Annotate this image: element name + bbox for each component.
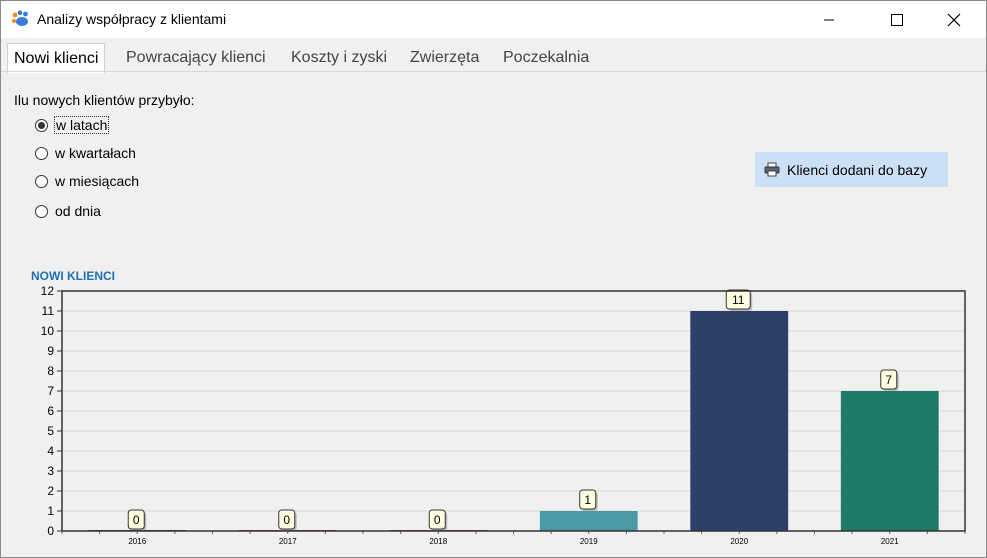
data-label: 0	[283, 513, 290, 527]
y-tick-label: 8	[47, 364, 54, 378]
paw-app-icon	[12, 10, 28, 26]
radio-label: w miesiącach	[55, 173, 140, 189]
y-tick-label: 10	[41, 324, 55, 338]
radio-checked-icon[interactable]	[35, 118, 48, 132]
x-tick-label: 2016	[128, 537, 146, 546]
data-label-box	[725, 289, 751, 310]
bar-2019	[539, 511, 638, 531]
radio-label: od dnia	[55, 203, 101, 219]
y-tick-label: 9	[47, 344, 54, 358]
y-tick-label: 2	[47, 484, 54, 498]
tab-zwierzeta[interactable]: Zwierzęta	[410, 49, 480, 66]
y-tick-label: 3	[47, 464, 54, 478]
data-label: 1	[584, 493, 591, 507]
tab-divider	[1, 71, 986, 72]
tab-poczekalnia[interactable]: Poczekalnia	[503, 49, 590, 66]
data-label-box	[127, 509, 145, 530]
y-tick-label: 5	[47, 424, 54, 438]
x-tick-label: 2017	[279, 537, 297, 546]
plot-frame	[61, 290, 966, 532]
title-bar[interactable]: Analizy współpracy z klientami	[1, 1, 986, 38]
data-label: 11	[732, 293, 745, 307]
question-label: Ilu nowych klientów przybyło:	[14, 92, 195, 108]
data-label-box	[579, 489, 597, 510]
data-label-box	[278, 509, 296, 530]
bar-2020	[690, 311, 789, 531]
y-tick-label: 0	[47, 524, 54, 538]
y-tick-label: 12	[41, 284, 55, 298]
y-tick-label: 6	[47, 404, 54, 418]
y-tick-label: 11	[42, 304, 55, 318]
tab-nowi-klienci[interactable]: Nowi klienci	[7, 43, 106, 73]
radio-w-miesiacach[interactable]: w miesiącach	[35, 171, 139, 191]
maximize-icon	[891, 13, 903, 26]
maximize-button[interactable]	[874, 1, 920, 38]
x-tick-label: 2021	[881, 537, 899, 546]
x-tick-label: 2019	[580, 537, 598, 546]
radio-od-dnia[interactable]: od dnia	[35, 201, 101, 221]
printer-icon	[764, 162, 780, 177]
radio-unchecked-icon[interactable]	[35, 146, 48, 160]
x-tick-label: 2018	[429, 537, 447, 546]
tab-koszty-i-zyski[interactable]: Koszty i zyski	[291, 49, 388, 66]
radio-unchecked-icon[interactable]	[35, 204, 48, 218]
radio-label: w latach	[53, 116, 110, 134]
clients-added-label: Klienci dodani do bazy	[787, 161, 928, 178]
clients-added-button[interactable]: Klienci dodani do bazy	[755, 152, 948, 187]
chart-title: NOWI KLIENCI	[31, 269, 115, 283]
y-tick-label: 4	[47, 444, 54, 458]
minimize-icon	[824, 19, 834, 20]
minimize-button[interactable]	[806, 1, 852, 38]
radio-label: w kwartałach	[55, 145, 136, 161]
radio-w-kwartalach[interactable]: w kwartałach	[35, 143, 136, 163]
x-tick-label: 2020	[730, 537, 748, 546]
data-label: 0	[133, 513, 140, 527]
y-tick-label: 1	[47, 504, 54, 518]
close-button[interactable]	[931, 1, 977, 38]
new-clients-bar-chart: 0123456789101112201602017020180201912020…	[41, 284, 966, 546]
radio-w-latach[interactable]: w latach	[35, 115, 110, 135]
close-icon	[947, 13, 961, 26]
data-label-box	[428, 509, 446, 530]
y-tick-label: 7	[47, 384, 54, 398]
window-title: Analizy współpracy z klientami	[37, 11, 227, 27]
tab-powracajacy-klienci[interactable]: Powracający klienci	[126, 49, 266, 66]
data-label-box	[880, 369, 898, 390]
radio-unchecked-icon[interactable]	[35, 174, 48, 188]
tab-strip: Nowi klienci Powracający klienci Koszty …	[1, 38, 986, 73]
data-label: 7	[885, 373, 892, 387]
bar-2021	[840, 391, 939, 531]
data-label: 0	[434, 513, 441, 527]
